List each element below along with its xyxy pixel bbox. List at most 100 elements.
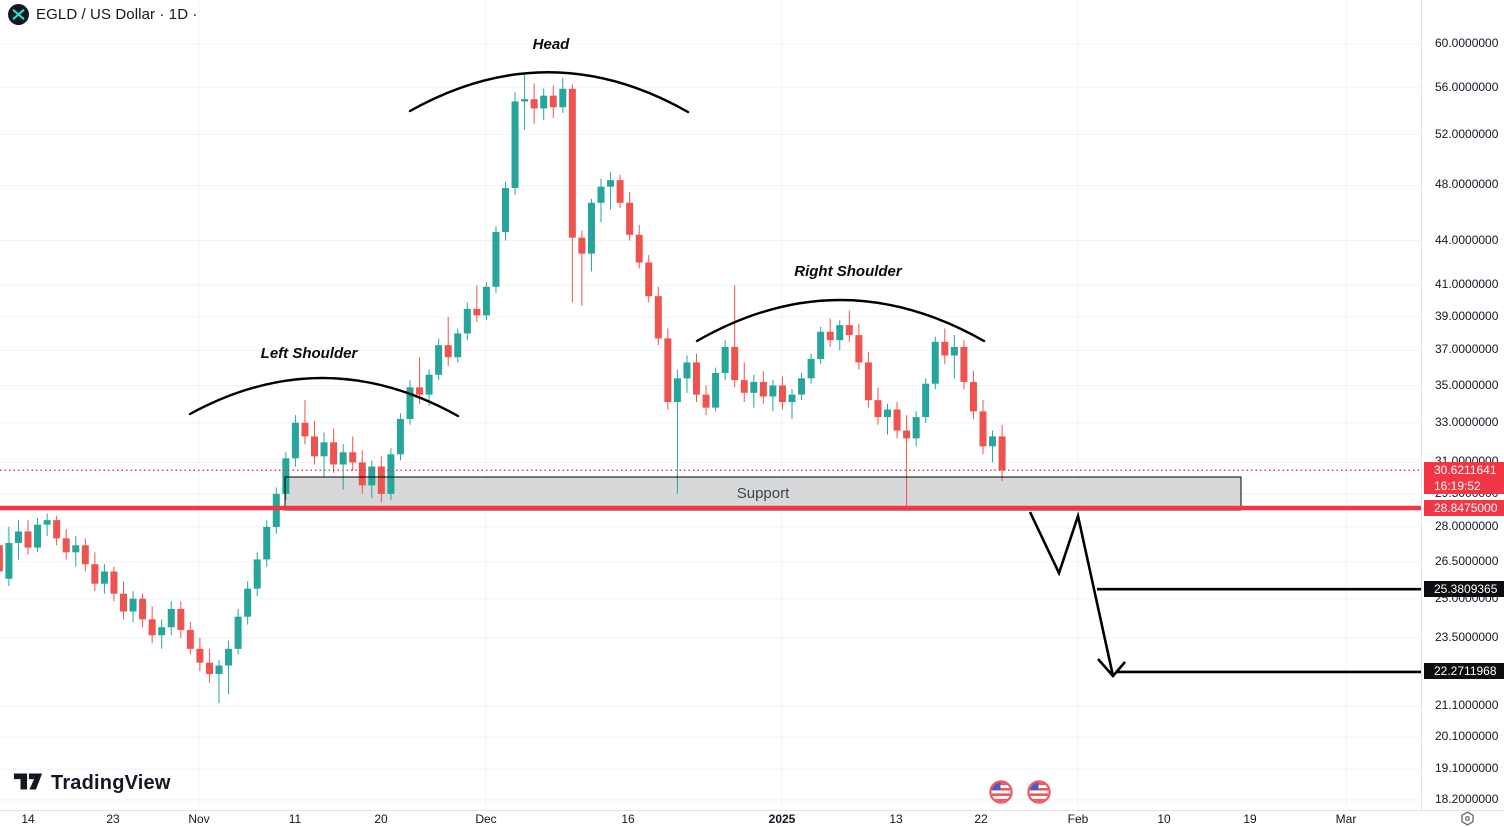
gridlines [0, 0, 1421, 810]
candle [750, 374, 758, 408]
us-flag-icon[interactable] [989, 780, 1013, 804]
candle [91, 552, 99, 592]
candle [473, 285, 481, 322]
candle [148, 606, 156, 644]
time-axis-label[interactable]: Mar [1335, 812, 1357, 826]
candle [864, 352, 872, 408]
time-axis-label[interactable]: 20 [374, 812, 388, 826]
candle [712, 367, 720, 412]
candle [349, 436, 357, 471]
projection-arrow[interactable] [1028, 511, 1115, 677]
candle [406, 380, 414, 425]
candle [0, 545, 3, 572]
right-shoulder-arc[interactable] [695, 298, 986, 343]
candle [502, 181, 509, 241]
candle [578, 230, 586, 306]
candle [511, 92, 519, 195]
candle [998, 424, 1006, 482]
tradingview-logo-icon [13, 769, 43, 798]
candle [855, 323, 863, 370]
price-axis[interactable]: 60.0000000 56.0000000 52.0000000 48.0000000… [1421, 0, 1504, 810]
time-axis-label[interactable]: 2025 [768, 812, 796, 826]
candle [893, 402, 901, 439]
candle [960, 340, 968, 390]
symbol-header[interactable]: EGLD / US Dollar · 1D · [8, 4, 198, 25]
price-axis-label: 20.1000000 [1435, 728, 1499, 743]
candle [311, 420, 318, 465]
candle [587, 198, 595, 272]
candle [377, 456, 385, 503]
candle [387, 448, 395, 501]
candle [607, 172, 615, 210]
candle [463, 302, 471, 341]
candle [989, 430, 997, 463]
candle [950, 335, 958, 379]
candle [301, 400, 309, 445]
candle [225, 640, 233, 695]
symbol-title[interactable]: EGLD / US Dollar · 1D · [36, 6, 198, 23]
price-axis-label: 48.0000000 [1435, 177, 1499, 192]
time-axis-label[interactable]: 19 [1243, 812, 1257, 826]
time-axis-label[interactable]: Feb [1067, 812, 1089, 826]
price-axis-label: 28.0000000 [1435, 518, 1499, 533]
candle [626, 192, 634, 241]
candle [272, 487, 280, 534]
time-axis[interactable]: 14 23 Nov 11 20 Dec 16 2025 13 22 Feb 10 19 Mar [0, 810, 1504, 827]
time-axis-label[interactable]: 10 [1157, 812, 1171, 826]
candle [158, 619, 166, 649]
candle [817, 326, 825, 365]
time-axis-label[interactable]: 11 [288, 812, 302, 826]
candle [24, 520, 32, 555]
candle [62, 529, 70, 560]
candle [969, 371, 977, 419]
candle [912, 411, 920, 447]
candle [931, 336, 939, 390]
axis-settings-icon[interactable] [1459, 810, 1476, 827]
candle [903, 415, 911, 507]
arrowhead-icon [1097, 658, 1126, 678]
head-arc[interactable] [408, 71, 690, 114]
candle [616, 174, 624, 209]
candle [836, 320, 844, 351]
candle [521, 73, 529, 130]
time-axis-label[interactable]: 13 [889, 812, 903, 826]
price-axis-label: 41.0000000 [1435, 277, 1499, 292]
candle [396, 413, 404, 461]
candlestick-series [0, 73, 1006, 704]
candle [196, 637, 204, 672]
candle [979, 400, 987, 455]
chart-plot-area[interactable]: Support Left Shoulder Head Right Shoulder E… [0, 0, 1421, 810]
tradingview-watermark[interactable]: TradingView [13, 769, 171, 798]
time-axis-label[interactable]: 14 [21, 812, 35, 826]
time-axis-label[interactable]: Nov [188, 812, 210, 826]
price-axis-label: 52.0000000 [1435, 126, 1499, 141]
price-axis-label: 18.2000000 [1435, 791, 1499, 806]
time-axis-label[interactable]: 23 [106, 812, 120, 826]
price-axis-label: 26.5000000 [1435, 553, 1499, 568]
candle [635, 224, 643, 269]
candle [53, 515, 61, 546]
candle [244, 581, 252, 625]
candlestick-chart[interactable]: Support Left Shoulder Head Right Shoulder [0, 0, 1421, 810]
time-axis-label[interactable]: 16 [621, 812, 635, 826]
candle [110, 566, 118, 602]
left-shoulder-arc[interactable] [188, 376, 460, 418]
candle [215, 659, 223, 704]
candle [43, 513, 51, 537]
us-flag-icon[interactable] [1027, 780, 1051, 804]
candle [492, 226, 500, 294]
candle [291, 415, 299, 467]
candle [884, 403, 891, 435]
time-axis-label[interactable]: 22 [974, 812, 988, 826]
time-axis-label[interactable]: Dec [475, 812, 497, 826]
candle [549, 85, 557, 118]
support-zone[interactable] [285, 477, 1241, 511]
head-label: Head [533, 36, 571, 53]
price-axis-label: 44.0000000 [1435, 232, 1499, 247]
candle [368, 460, 376, 499]
candle [454, 328, 462, 363]
candle [845, 310, 853, 342]
candle [798, 372, 806, 401]
price-axis-label: 33.0000000 [1435, 414, 1499, 429]
